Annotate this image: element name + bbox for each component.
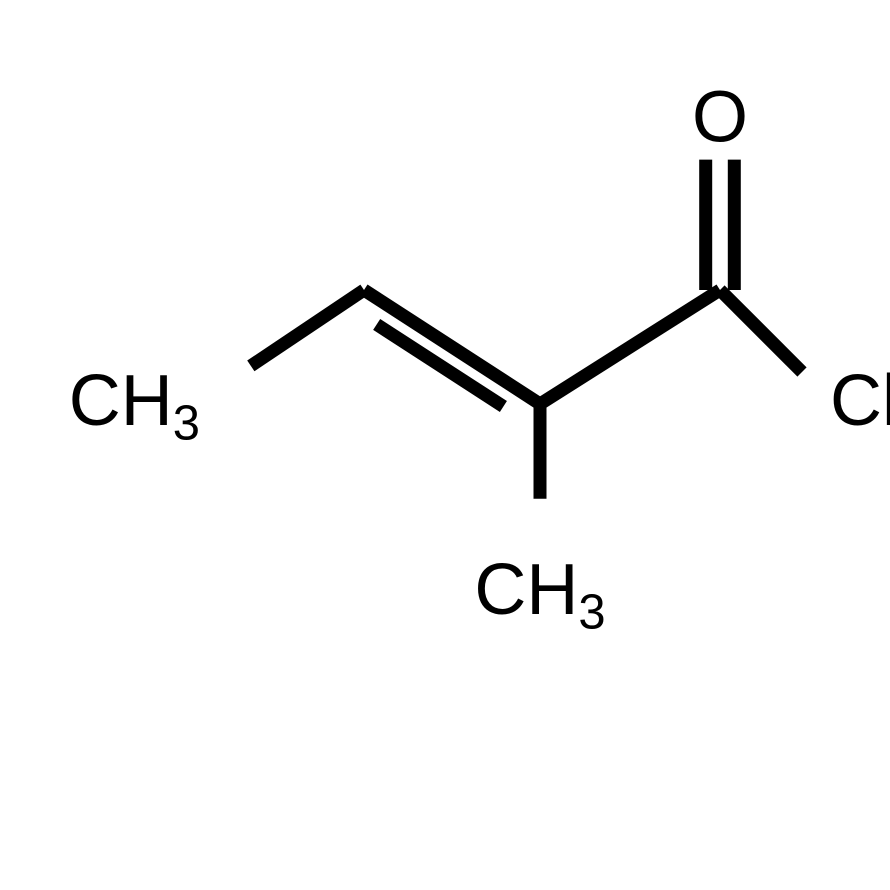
atom-label-C1_methyl_left: CH3: [69, 361, 200, 450]
atom-label-Cl: Cl: [830, 361, 890, 441]
atom-label-O_dbl: O: [692, 78, 748, 158]
bonds: [251, 160, 802, 499]
molecule-diagram: CH3 O Cl CH3: [0, 0, 890, 890]
atom-label-CH3_bottom: CH3: [474, 550, 605, 639]
